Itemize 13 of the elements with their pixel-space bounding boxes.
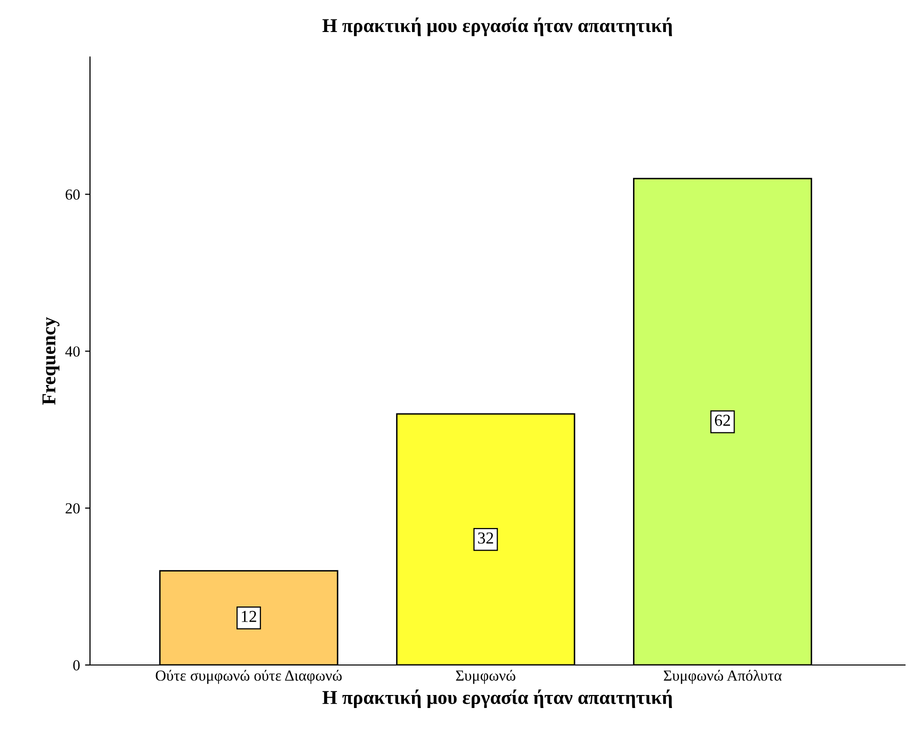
y-axis-title: Frequency (42, 317, 60, 405)
y-tick-label: 20 (66, 503, 80, 514)
data-label: 32 (478, 532, 494, 544)
chart-title: Η πρακτική μου εργασία ήταν απαιτητική (322, 18, 672, 36)
x-tick-label: Συμφωνώ (456, 670, 516, 684)
data-label: 62 (714, 414, 730, 426)
y-tick-label: 0 (73, 660, 80, 670)
data-label: 12 (242, 610, 256, 622)
x-axis-title: Η πρακτική μου εργασία ήταν απαιτητική (322, 689, 672, 708)
y-tick-label: 60 (66, 189, 80, 200)
y-tick-label: 40 (65, 346, 80, 357)
x-tick-label: Ούτε συμφωνώ ούτε Διαφωνώ (156, 670, 342, 684)
x-tick-label: Συμφωνώ Απόλυτα (664, 670, 782, 684)
